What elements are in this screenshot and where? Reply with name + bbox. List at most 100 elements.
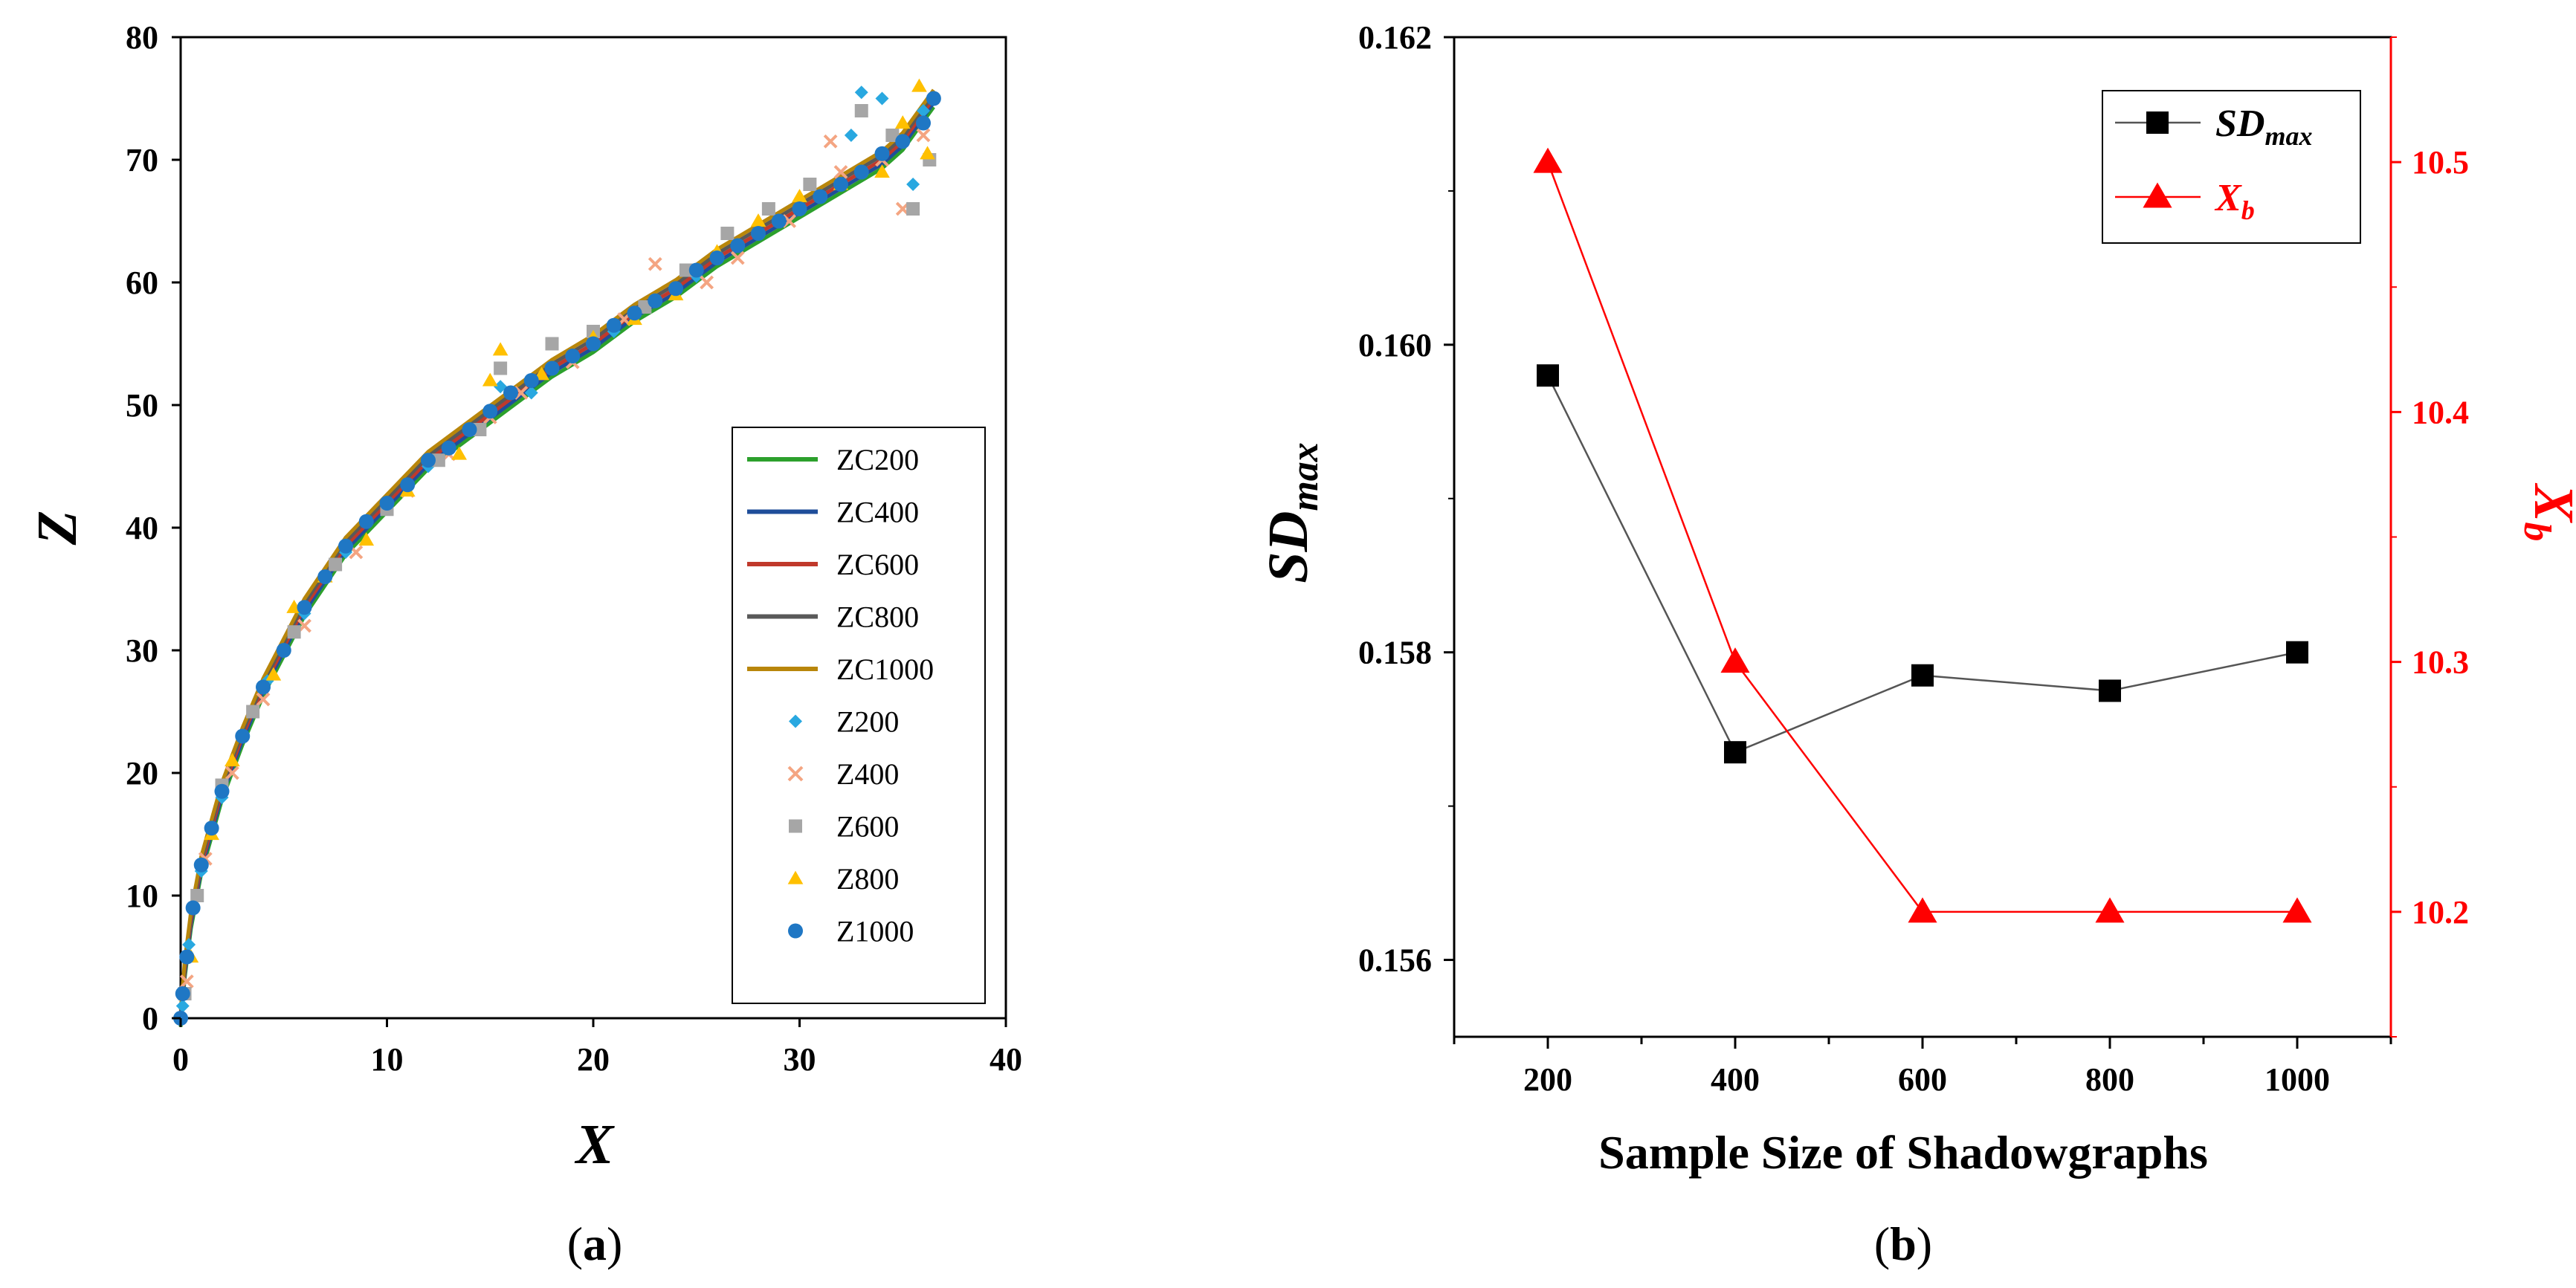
point-z1000	[175, 986, 190, 1001]
point-z600	[473, 423, 487, 436]
point-z800	[482, 372, 498, 386]
legend-item-zc600: ZC600	[747, 548, 919, 581]
legend-marker	[2146, 111, 2169, 134]
point-z1000	[276, 643, 291, 658]
point-z1000	[874, 146, 890, 161]
y-axis-title-a: Z	[26, 511, 88, 546]
legend-item-z200: Z200	[789, 705, 899, 739]
caption-b-letter: b	[1890, 1217, 1917, 1270]
legend-box-b	[2102, 90, 2361, 244]
y-tick-label-a: 70	[126, 142, 158, 178]
point-z1000	[317, 569, 333, 584]
point-z800	[451, 446, 467, 460]
point-z600	[246, 705, 260, 719]
point-z1000	[730, 238, 746, 253]
legend-item-z400: Z400	[787, 757, 899, 791]
point-z400	[823, 134, 838, 149]
point-z1000	[771, 213, 787, 229]
point-z800	[750, 213, 766, 227]
legend-label-sub: max	[2265, 121, 2312, 151]
x-tick-label-a: 0	[172, 1041, 189, 1078]
legend-marker	[789, 819, 802, 833]
point-z1000	[462, 422, 477, 437]
point-z1000	[606, 317, 622, 333]
y-right-tick-label: 10.5	[2412, 144, 2469, 181]
y-right-tick-label: 10.3	[2412, 644, 2469, 681]
point-z600	[638, 300, 652, 314]
point-z1000	[400, 477, 416, 493]
legend-item-zc1000: ZC1000	[747, 653, 934, 686]
x-tick-label-b: 400	[1711, 1061, 1760, 1098]
point-z200	[524, 386, 538, 400]
panel-b: 200 400 600 800 1000 0.156 0.158 0.160 0.162 10…	[1257, 19, 2576, 1270]
point-z600	[720, 227, 735, 240]
legend-item-z600: Z600	[789, 810, 899, 844]
x-axis-ticks-b: 200 400 600 800 1000	[1453, 1037, 2392, 1098]
x-tick-label-b: 600	[1898, 1061, 1947, 1098]
point-x-b	[2095, 897, 2125, 923]
point-z400	[782, 214, 797, 228]
y-axis-title-left: SDmax	[1257, 442, 1326, 583]
right-axis-ticks-b: 10.2 10.3 10.4 10.5	[2391, 36, 2469, 1038]
y-tick-label-a: 30	[126, 632, 158, 669]
y-axis-ticks-a: 0 10 20 30 40 50 60 70 80	[126, 19, 181, 1037]
point-z800	[874, 164, 890, 178]
point-z1000	[709, 250, 725, 265]
point-z800	[492, 342, 509, 356]
x-tick-label-a: 30	[784, 1041, 816, 1078]
legend-label: ZC1000	[836, 653, 934, 686]
point-z400	[514, 386, 529, 400]
point-z600	[854, 104, 868, 117]
point-z600	[906, 202, 920, 216]
point-z1000	[193, 857, 209, 873]
point-z800	[920, 146, 935, 160]
legend-marker	[789, 714, 802, 728]
point-z1000	[235, 728, 251, 744]
point-z1000	[792, 201, 807, 216]
point-x-b	[1533, 147, 1563, 173]
legend-item-z800: Z800	[787, 862, 899, 896]
point-z400	[648, 256, 662, 271]
caption-b-open: (	[1874, 1217, 1890, 1270]
point-z1000	[179, 949, 195, 965]
scatter-points	[173, 78, 941, 1026]
caption-a-letter: a	[583, 1217, 607, 1270]
legend-marker	[787, 870, 804, 884]
point-z200	[175, 999, 190, 1013]
point-z200	[875, 91, 889, 106]
point-z200	[854, 85, 868, 100]
y-right-title-sub: b	[2516, 522, 2558, 541]
legend-label-main: SD	[2215, 103, 2265, 145]
point-z1000	[565, 349, 581, 363]
x-tick-label-b: 200	[1523, 1061, 1572, 1098]
y-tick-label-a: 60	[126, 265, 158, 301]
point-z1000	[441, 440, 456, 456]
legend-label: ZC400	[836, 496, 919, 529]
point-z1000	[853, 164, 869, 180]
caption-b: (b)	[1874, 1217, 1932, 1270]
legend-marker	[2143, 182, 2172, 208]
point-z1000	[185, 900, 201, 916]
legend-label: Z1000	[836, 915, 914, 948]
legend-label: Z200	[836, 705, 899, 739]
point-z600	[761, 202, 775, 216]
point-z1000	[421, 453, 436, 468]
caption-b-close: )	[1917, 1217, 1932, 1270]
point-z600	[190, 889, 204, 902]
point-z1000	[214, 783, 230, 799]
point-z1000	[627, 305, 642, 321]
point-x-b	[1908, 897, 1937, 923]
point-z600	[431, 453, 445, 467]
point-z400	[916, 128, 931, 143]
x-tick-label-a: 10	[371, 1041, 404, 1078]
point-z1000	[358, 514, 374, 529]
point-z1000	[586, 336, 601, 352]
point-z800	[265, 667, 282, 681]
legend-label: ZC600	[836, 548, 919, 581]
point-z400	[256, 692, 271, 707]
point-z800	[534, 366, 549, 381]
legend-item-zc200: ZC200	[747, 443, 919, 476]
point-z800	[894, 115, 911, 129]
point-sd-max	[2286, 641, 2308, 664]
